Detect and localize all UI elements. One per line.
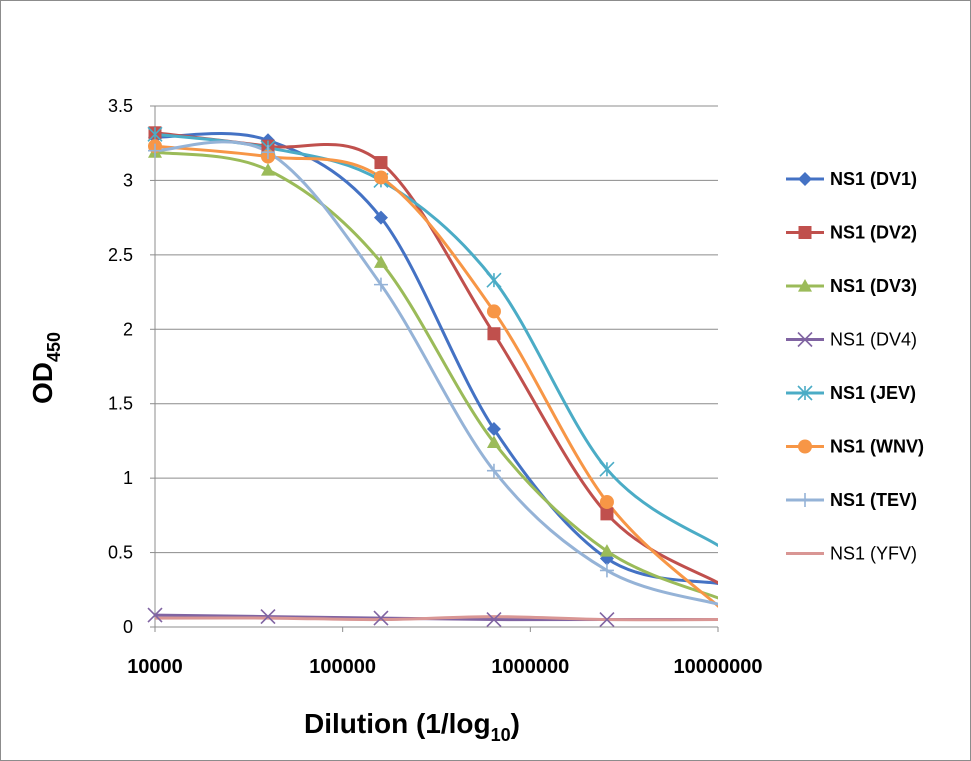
series-markers [147, 126, 615, 628]
data-point [599, 461, 615, 477]
legend-marker [798, 172, 812, 186]
y-tick-label: 3.5 [108, 96, 133, 116]
legend-marker [797, 331, 813, 348]
x-axis-title: Dilution (1/log10) [304, 708, 520, 745]
legend-label: NS1 (TEV) [830, 490, 917, 510]
data-point [260, 609, 276, 625]
data-point [373, 277, 388, 292]
legend-label: NS1 (DV4) [830, 330, 917, 350]
x-tick-label: 1000000 [491, 656, 569, 678]
data-point [599, 494, 614, 509]
y-tick-label: 2 [123, 319, 133, 339]
legend-label: NS1 (JEV) [830, 383, 916, 403]
data-point [486, 422, 501, 437]
data-point [486, 611, 502, 628]
legend-label: NS1 (DV1) [830, 169, 917, 189]
data-point [373, 210, 388, 225]
series-line [155, 615, 718, 622]
y-tick-label: 1 [123, 468, 133, 488]
data-point [486, 435, 501, 449]
legend-marker [798, 279, 812, 292]
y-axis-title: OD450 [27, 332, 64, 404]
y-tick-label: 3 [123, 170, 133, 190]
data-point [599, 611, 615, 628]
x-tick-labels: 10000 100000 1000000 10000000 [127, 656, 762, 678]
data-point [260, 145, 275, 160]
legend-marker [798, 439, 812, 454]
data-point [600, 507, 614, 521]
series-line [155, 132, 718, 586]
legend: NS1 (DV1) NS1 (DV2) NS1 (DV3) NS1 (DV4) NS1 … [786, 169, 924, 564]
data-point [373, 610, 389, 626]
data-point [260, 163, 275, 176]
y-tick-label: 0 [123, 617, 133, 637]
data-point [374, 156, 388, 170]
data-point [147, 126, 163, 142]
y-tick-label: 1.5 [108, 394, 133, 414]
legend-marker [798, 226, 812, 239]
legend-label: NS1 (DV2) [830, 223, 917, 243]
data-point [148, 143, 162, 158]
series-line [155, 131, 718, 585]
data-point [373, 255, 388, 268]
legend-label: NS1 (YFV) [830, 544, 917, 564]
data-point [599, 563, 614, 578]
legend-marker [797, 385, 813, 401]
legend-label: NS1 (WNV) [830, 437, 924, 457]
y-tick-label: 2.5 [108, 245, 133, 265]
x-tick-label: 100000 [309, 656, 376, 678]
y-tick-labels: 0 0.5 1 1.5 2 2.5 3 3.5 [108, 96, 133, 637]
series-line [155, 132, 718, 548]
axes [154, 106, 719, 632]
data-point [486, 463, 501, 478]
y-tick-label: 0.5 [108, 543, 133, 563]
data-point [486, 304, 501, 319]
data-point [486, 272, 502, 288]
series-lines [155, 131, 718, 622]
data-point [599, 544, 614, 557]
legend-marker [798, 493, 812, 507]
x-tick-label: 10000000 [674, 656, 763, 678]
data-point [147, 607, 163, 623]
x-tick-label: 10000 [127, 656, 183, 678]
data-point [373, 170, 388, 185]
gridlines [150, 105, 718, 628]
data-point [487, 327, 501, 341]
legend-label: NS1 (DV3) [830, 276, 917, 296]
